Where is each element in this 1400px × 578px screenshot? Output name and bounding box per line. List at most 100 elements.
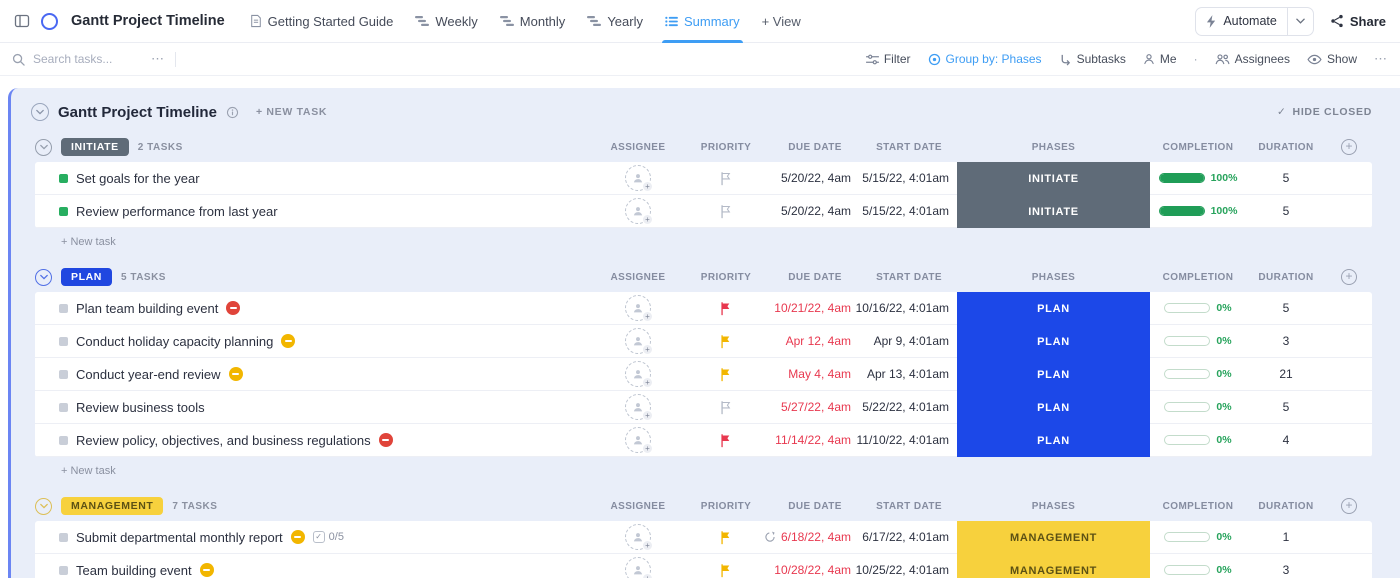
start-date[interactable]: 10/16/22, 4:01am	[856, 292, 957, 325]
task-status-icon[interactable]	[59, 336, 68, 346]
completion-cell[interactable]: 0%	[1150, 358, 1246, 391]
phase-cell[interactable]: INITIATE	[957, 195, 1150, 228]
new-task-button[interactable]: + NEW TASK	[255, 106, 328, 118]
automate-dropdown-button[interactable]	[1286, 7, 1313, 35]
start-date[interactable]: 5/15/22, 4:01am	[861, 162, 957, 195]
completion-cell[interactable]: 0%	[1150, 292, 1246, 325]
phase-cell[interactable]: PLAN	[957, 424, 1150, 457]
phase-cell[interactable]: PLAN	[957, 292, 1150, 325]
phase-cell[interactable]: MANAGEMENT	[957, 554, 1150, 578]
task-status-icon[interactable]	[59, 532, 68, 542]
assignee-avatar[interactable]	[625, 198, 653, 225]
task-row[interactable]: Plan team building event 10/21/22, 4am 1…	[35, 292, 1372, 325]
due-date-cell[interactable]: 5/20/22, 4am	[769, 195, 861, 228]
task-row[interactable]: Team building event 10/28/22, 4am 10/25/…	[35, 554, 1372, 578]
search-box[interactable]	[12, 52, 151, 66]
group-collapse-button[interactable]	[35, 138, 52, 156]
task-row[interactable]: Review business tools 5/27/22, 4am 5/22/…	[35, 391, 1372, 424]
add-column-button[interactable]	[1341, 139, 1357, 155]
tab-summary[interactable]: Summary	[654, 0, 751, 43]
collapse-list-button[interactable]	[31, 103, 49, 121]
search-input[interactable]	[33, 52, 151, 66]
assignee-avatar[interactable]	[625, 427, 653, 454]
task-status-icon[interactable]	[59, 173, 68, 183]
group-badge[interactable]: PLAN	[61, 268, 112, 286]
assignee-avatar[interactable]	[625, 295, 653, 322]
start-date[interactable]: 5/22/22, 4:01am	[861, 391, 957, 424]
group-badge[interactable]: INITIATE	[61, 138, 129, 156]
completion-cell[interactable]: 0%	[1150, 521, 1246, 554]
completion-cell[interactable]: 0%	[1150, 424, 1246, 457]
hide-closed-button[interactable]: HIDE CLOSED	[1277, 106, 1372, 118]
duration[interactable]: 5	[1246, 162, 1326, 195]
priority-flag-icon[interactable]	[719, 171, 733, 186]
phase-cell[interactable]: PLAN	[957, 325, 1150, 358]
duration[interactable]: 5	[1246, 195, 1326, 228]
assignee-avatar[interactable]	[625, 361, 653, 388]
priority-flag-icon[interactable]	[719, 204, 733, 219]
task-row[interactable]: Set goals for the year 5/20/22, 4am 5/15…	[35, 162, 1372, 195]
due-date-cell[interactable]: 10/21/22, 4am	[769, 292, 861, 325]
toolbar-more-button[interactable]	[1374, 51, 1388, 67]
completion-cell[interactable]: 0%	[1150, 391, 1246, 424]
group-badge[interactable]: MANAGEMENT	[61, 497, 164, 515]
task-status-icon[interactable]	[59, 303, 68, 313]
completion-cell[interactable]: 0%	[1150, 325, 1246, 358]
phase-cell[interactable]: INITIATE	[957, 162, 1150, 195]
search-more-button[interactable]	[151, 51, 165, 67]
task-row[interactable]: Review performance from last year 5/20/2…	[35, 195, 1372, 228]
task-row[interactable]: Conduct holiday capacity planning Apr 12…	[35, 325, 1372, 358]
filter-button[interactable]: Filter	[865, 52, 911, 66]
assignee-avatar[interactable]	[625, 165, 653, 192]
tab-monthly[interactable]: Monthly	[489, 0, 577, 43]
me-filter-button[interactable]: Me	[1143, 52, 1177, 66]
group-by-button[interactable]: Group by: Phases	[928, 52, 1042, 66]
start-date[interactable]: Apr 13, 4:01am	[861, 358, 957, 391]
due-date-cell[interactable]: 11/14/22, 4am	[769, 424, 861, 457]
assignee-avatar[interactable]	[625, 557, 653, 578]
task-name[interactable]: Conduct year-end review	[76, 366, 221, 382]
phase-cell[interactable]: PLAN	[957, 391, 1150, 424]
priority-flag-icon[interactable]	[719, 563, 733, 578]
task-name[interactable]: Submit departmental monthly report	[76, 529, 283, 545]
add-column-button[interactable]	[1341, 269, 1357, 285]
start-date[interactable]: 5/15/22, 4:01am	[861, 195, 957, 228]
subtasks-button[interactable]: Subtasks	[1059, 52, 1126, 66]
tab-weekly[interactable]: Weekly	[404, 0, 488, 43]
show-button[interactable]: Show	[1307, 52, 1357, 66]
start-date[interactable]: 6/17/22, 4:01am	[861, 521, 957, 554]
start-date[interactable]: 10/25/22, 4:01am	[856, 554, 957, 578]
task-status-icon[interactable]	[59, 565, 68, 575]
priority-flag-icon[interactable]	[719, 530, 733, 545]
group-new-task-button[interactable]: + New task	[61, 465, 116, 477]
phase-cell[interactable]: PLAN	[957, 358, 1150, 391]
task-name[interactable]: Review business tools	[76, 399, 205, 415]
due-date-cell[interactable]: 5/20/22, 4am	[769, 162, 861, 195]
duration[interactable]: 3	[1246, 554, 1326, 578]
task-name[interactable]: Set goals for the year	[76, 170, 200, 186]
assignees-button[interactable]: Assignees	[1215, 52, 1290, 66]
duration[interactable]: 4	[1246, 424, 1326, 457]
start-date[interactable]: 11/10/22, 4:01am	[856, 424, 957, 457]
priority-flag-icon[interactable]	[719, 334, 733, 349]
priority-flag-icon[interactable]	[719, 367, 733, 382]
completion-cell[interactable]: 100%	[1150, 162, 1246, 195]
duration[interactable]: 5	[1246, 391, 1326, 424]
duration[interactable]: 21	[1246, 358, 1326, 391]
assignee-avatar[interactable]	[625, 328, 653, 355]
sidebar-toggle-button[interactable]	[14, 13, 30, 29]
completion-cell[interactable]: 0%	[1150, 554, 1246, 578]
due-date-cell[interactable]: May 4, 4am	[769, 358, 861, 391]
priority-flag-icon[interactable]	[719, 433, 733, 448]
assignee-avatar[interactable]	[625, 394, 653, 421]
task-status-icon[interactable]	[59, 402, 68, 412]
phase-cell[interactable]: MANAGEMENT	[957, 521, 1150, 554]
priority-flag-icon[interactable]	[719, 301, 733, 316]
task-name[interactable]: Review policy, objectives, and business …	[76, 432, 371, 448]
task-name[interactable]: Team building event	[76, 562, 192, 578]
automate-button[interactable]: Automate	[1196, 8, 1287, 35]
completion-cell[interactable]: 100%	[1150, 195, 1246, 228]
duration[interactable]: 1	[1246, 521, 1326, 554]
task-status-icon[interactable]	[59, 206, 68, 216]
group-collapse-button[interactable]	[35, 268, 52, 286]
